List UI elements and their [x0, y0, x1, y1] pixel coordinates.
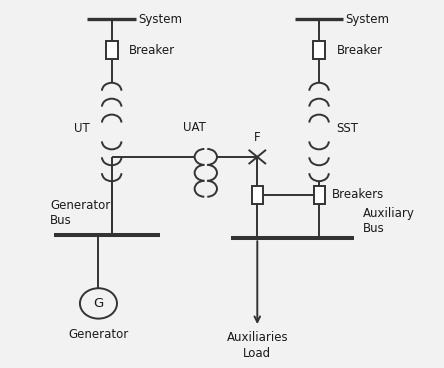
- Bar: [313, 186, 325, 204]
- Text: System: System: [345, 13, 389, 26]
- Text: SST: SST: [337, 122, 359, 135]
- Text: Generator
Bus: Generator Bus: [50, 199, 110, 227]
- Text: Breakers: Breakers: [332, 188, 385, 201]
- Bar: [106, 41, 118, 59]
- Text: Breaker: Breaker: [129, 44, 175, 57]
- Text: Breaker: Breaker: [337, 44, 383, 57]
- Text: F: F: [254, 131, 261, 144]
- Bar: [313, 41, 325, 59]
- Text: UT: UT: [74, 122, 90, 135]
- Text: Generator: Generator: [68, 328, 129, 341]
- Text: System: System: [138, 13, 182, 26]
- Text: Auxiliary
Bus: Auxiliary Bus: [363, 207, 415, 235]
- Bar: [252, 186, 263, 204]
- Text: G: G: [93, 297, 103, 310]
- Text: Auxiliaries
Load: Auxiliaries Load: [226, 330, 288, 360]
- Text: UAT: UAT: [183, 121, 206, 134]
